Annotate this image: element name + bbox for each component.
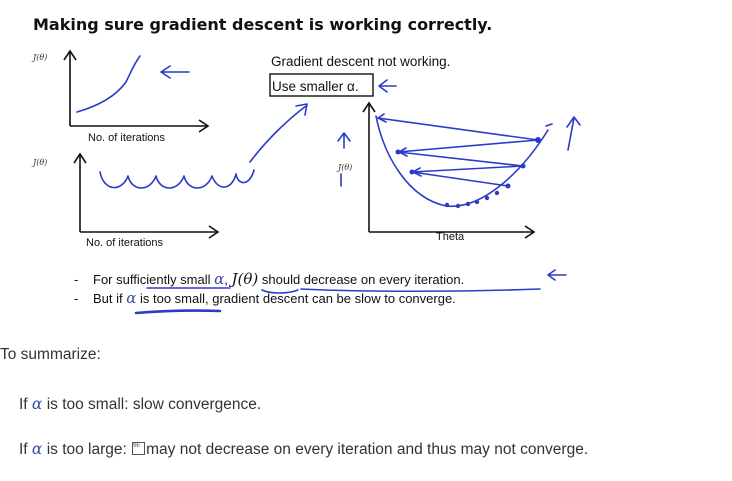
- bullet1-text: For sufficiently small α, J(θ) should de…: [93, 270, 464, 288]
- bullet2-dash: -: [74, 291, 78, 306]
- plot2-arrow-to-note: [249, 103, 308, 163]
- note-pointer-arrow: [378, 79, 397, 93]
- plot-increasing: J(θ) No. of iterations: [31, 49, 210, 144]
- plot3-y-arrowhead: [362, 101, 376, 113]
- small-up-arrow: [337, 132, 351, 149]
- note-line2: Use smaller α.: [272, 79, 359, 94]
- slide-figure: Making sure gradient descent is working …: [31, 15, 581, 315]
- plot2-x-arrowhead: [208, 225, 220, 239]
- plot2-curve: [99, 169, 255, 189]
- plot3-xlabel: Theta: [436, 231, 465, 243]
- plot3-x-arrowhead: [524, 225, 536, 239]
- plot-bowl: Theta: [362, 101, 581, 243]
- note-line1: Gradient descent not working.: [271, 54, 450, 69]
- plot1-x-arrowhead: [198, 119, 210, 133]
- plot3-step-arrow1: [377, 113, 387, 123]
- plot3-side-arrow: [566, 116, 581, 151]
- alpha-symbol: α: [31, 440, 43, 458]
- plot2-xlabel: No. of iterations: [86, 237, 164, 249]
- note-box: [269, 73, 374, 97]
- bullet1-underline-decrease: [300, 288, 541, 293]
- bullet-list: - For sufficiently small α, J(θ) should …: [74, 269, 567, 315]
- slide-title: Making sure gradient descent is working …: [33, 15, 492, 34]
- bullet1-dash: -: [74, 272, 78, 287]
- summary-line-small: If α is too small: slow convergence.: [19, 395, 262, 413]
- summary-line-large: If α is too large: 0E 0Emay not decrease…: [19, 440, 589, 458]
- plot1-y-arrowhead: [63, 49, 77, 61]
- bullet2-underline: [134, 309, 222, 315]
- missing-glyph-box: 0E 0E: [132, 442, 146, 455]
- plot1-ylabel: J(θ): [31, 53, 47, 62]
- plot3-right-tick: [545, 123, 553, 127]
- alpha-symbol: α: [31, 395, 43, 413]
- bullet2-text: But if α is too small, gradient descent …: [93, 289, 456, 307]
- plot3-iterate-dots: [395, 137, 541, 209]
- plot1-xlabel: No. of iterations: [88, 132, 166, 144]
- plot3-step-lines: [377, 117, 539, 187]
- plot2-y-arrowhead: [73, 152, 87, 164]
- plot1-pointer-arrow: [160, 65, 190, 79]
- plot3-ylabel: J(θ): [336, 163, 352, 172]
- bullet1-pointer-arrow: [547, 269, 567, 281]
- plot1-curve: [76, 55, 141, 113]
- summary-heading: To summarize:: [0, 346, 101, 363]
- plot2-ylabel: J(θ): [31, 158, 47, 167]
- plot-oscillating: J(θ) No. of iterations: [31, 103, 308, 249]
- bullet1-underline-jtheta: [261, 289, 299, 294]
